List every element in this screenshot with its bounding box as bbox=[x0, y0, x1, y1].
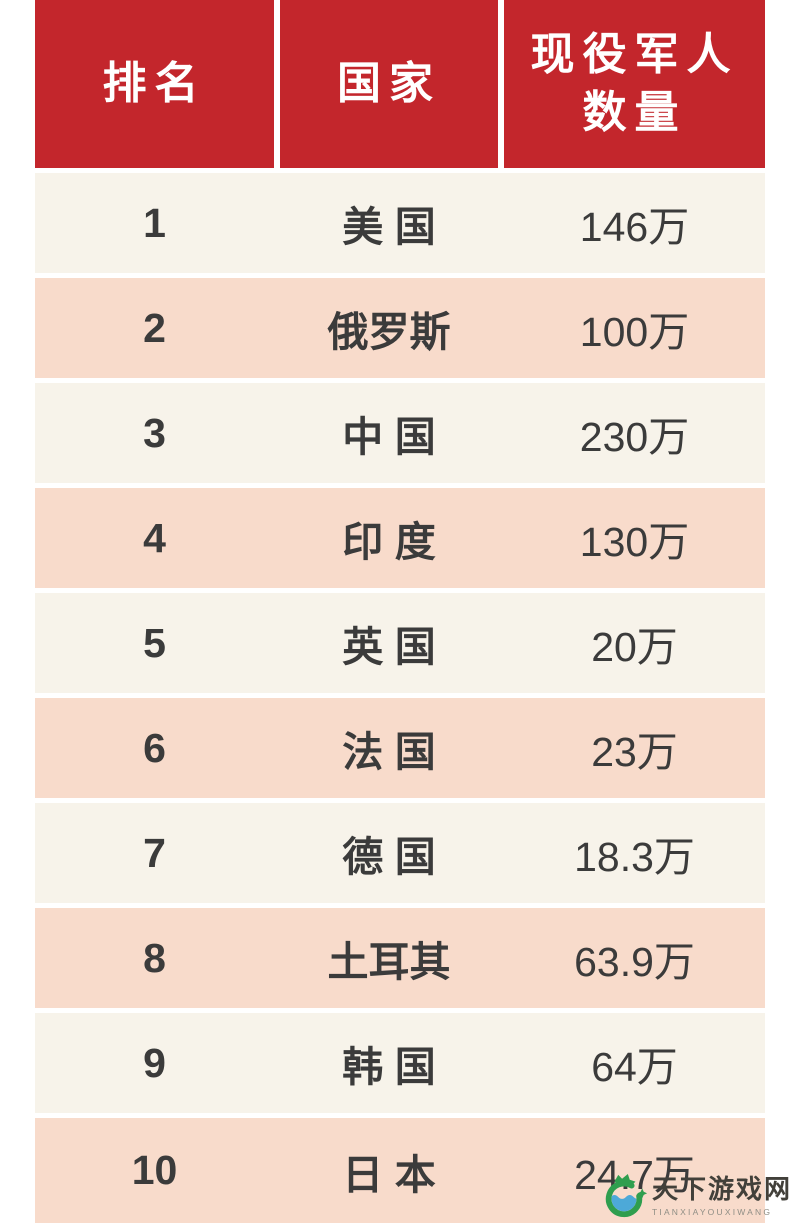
country-cell: 美 国 bbox=[342, 204, 436, 250]
site-name-latin: TIANXIAYOUXIWANG bbox=[651, 1206, 773, 1217]
country-cell: 德 国 bbox=[342, 834, 436, 880]
count-cell: 63.9万 bbox=[574, 939, 695, 985]
table-row: 4 印 度 130万 bbox=[35, 488, 765, 588]
country-cell: 中 国 bbox=[342, 414, 436, 460]
rank-cell: 2 bbox=[143, 304, 166, 351]
rank-cell: 5 bbox=[143, 619, 166, 666]
country-cell: 印 度 bbox=[342, 519, 436, 565]
table-row: 1 美 国 146万 bbox=[35, 173, 765, 273]
table-row: 5 英 国 20万 bbox=[35, 593, 765, 693]
rank-cell: 7 bbox=[143, 829, 166, 876]
table-row: 2 俄罗斯 100万 bbox=[35, 278, 765, 378]
site-name: 天下游戏网 bbox=[651, 1174, 792, 1205]
rank-cell: 1 bbox=[143, 199, 166, 246]
rank-cell: 8 bbox=[143, 934, 166, 981]
site-watermark: 天下游戏网 TIANXIAYOUXIWANG bbox=[601, 1173, 792, 1219]
header-cell-count: 现役军人数量 bbox=[504, 0, 765, 168]
rank-cell: 10 bbox=[131, 1147, 178, 1193]
table-header-row: 排名 国家 现役军人数量 bbox=[35, 0, 765, 168]
table-row: 3 中 国 230万 bbox=[35, 383, 765, 483]
military-ranking-table: 排名 国家 现役军人数量 1 美 国 146万 2 俄罗斯 100万 3 中 国… bbox=[35, 0, 765, 1223]
count-cell: 20万 bbox=[591, 624, 678, 670]
table-row: 9 韩 国 64万 bbox=[35, 1013, 765, 1113]
rank-cell: 9 bbox=[143, 1039, 166, 1086]
country-cell: 日 本 bbox=[342, 1151, 436, 1198]
table-row: 8 土耳其 63.9万 bbox=[35, 908, 765, 1008]
country-cell: 俄罗斯 bbox=[327, 309, 451, 355]
rank-cell: 6 bbox=[143, 724, 166, 771]
table-row: 6 法 国 23万 bbox=[35, 698, 765, 798]
site-logo-icon bbox=[601, 1173, 647, 1219]
count-cell: 24.7万 bbox=[574, 1151, 695, 1198]
count-cell: 18.3万 bbox=[574, 834, 695, 880]
rank-cell: 4 bbox=[143, 514, 166, 561]
count-cell: 100万 bbox=[579, 309, 690, 355]
header-cell-country: 国家 bbox=[280, 0, 498, 168]
country-cell: 韩 国 bbox=[342, 1044, 436, 1090]
header-cell-rank: 排名 bbox=[35, 0, 274, 168]
count-cell: 64万 bbox=[591, 1044, 678, 1090]
count-cell: 130万 bbox=[579, 519, 690, 565]
rank-cell: 3 bbox=[143, 409, 166, 456]
count-cell: 146万 bbox=[579, 204, 690, 250]
country-cell: 英 国 bbox=[342, 624, 436, 670]
site-name-block: 天下游戏网 TIANXIAYOUXIWANG bbox=[652, 1175, 792, 1217]
count-cell: 230万 bbox=[579, 414, 690, 460]
count-cell: 23万 bbox=[591, 729, 678, 775]
country-cell: 法 国 bbox=[342, 729, 436, 775]
table-row: 10 日 本 24.7万 bbox=[35, 1118, 765, 1223]
country-cell: 土耳其 bbox=[327, 939, 451, 985]
table-row: 7 德 国 18.3万 bbox=[35, 803, 765, 903]
